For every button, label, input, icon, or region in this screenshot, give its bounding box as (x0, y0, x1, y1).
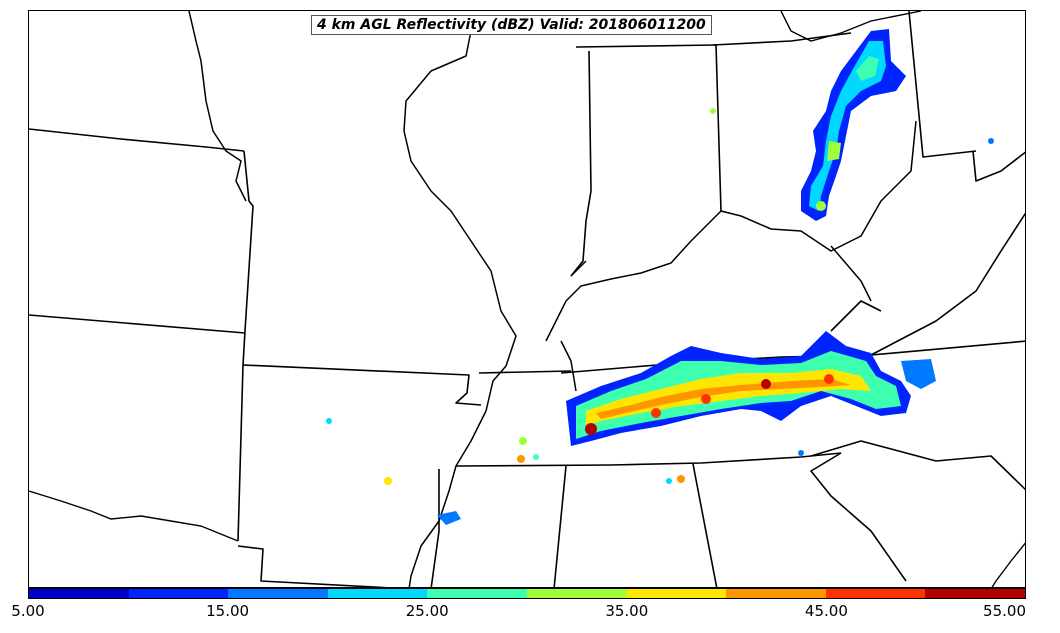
ohio-band-core (856, 56, 879, 81)
map-frame (28, 10, 1026, 588)
wabash-river (570, 260, 587, 277)
map-canvas (29, 11, 1025, 587)
border-wv-pa (972, 150, 1025, 182)
cell-ar-2 (326, 418, 332, 424)
tennessee-storm-line (566, 331, 936, 446)
illinois-river (403, 18, 590, 132)
cell-ga-1 (798, 450, 804, 456)
coastline (29, 11, 1025, 587)
cell-ms-1 (519, 437, 527, 445)
precipitation (326, 29, 994, 525)
tennessee-river (560, 340, 577, 392)
cell-ms-3 (533, 454, 539, 460)
cell-in-1 (710, 108, 716, 114)
kentucky-border-ohio (830, 245, 872, 302)
colorbar-segment (526, 589, 627, 598)
border-indiana-michigan (575, 44, 717, 48)
border-tennessee-south (455, 452, 842, 467)
cell-ar-1 (384, 477, 392, 485)
border-alabama-georgia (692, 463, 718, 587)
colorbar-tick-label: 15.00 (206, 602, 250, 620)
ohio-band-core2 (827, 141, 841, 161)
border-oklahoma-arkansas (237, 364, 244, 542)
border-missouri-west (242, 150, 254, 366)
tn-cell-red-3 (701, 394, 711, 404)
cell-ms-2 (517, 455, 525, 463)
colorbar-tick-label: 5.00 (11, 602, 45, 620)
border-indiana-ohio (715, 44, 722, 212)
mississippi-river (188, 11, 247, 202)
tn-cell-red-5 (824, 374, 834, 384)
colorbar-segment (427, 589, 527, 598)
border-arkansas-mississippi (430, 469, 440, 587)
cell-al-2 (666, 478, 672, 484)
colorbar-segment (626, 589, 727, 598)
colorbar-tick-label: 55.00 (983, 602, 1026, 620)
border-kentucky-virginia (830, 300, 882, 332)
lake-michigan (780, 11, 922, 42)
ohio-river (545, 120, 917, 342)
texas-red-river (29, 490, 239, 542)
ohio-storm-band (801, 29, 906, 221)
colorbar-segment (726, 589, 826, 598)
cell-al-1 (677, 475, 685, 483)
border-illinois-indiana (570, 50, 592, 277)
tn-cell-red-2 (651, 408, 661, 418)
ohio-band-core3 (816, 201, 826, 211)
colorbar-segment (327, 589, 428, 598)
nc-cluster (901, 359, 936, 389)
border-georgia-carolina (810, 452, 907, 582)
mississippi-river-lower (403, 130, 517, 587)
border-missouri-arkansas (242, 364, 482, 406)
map-title: 4 km AGL Reflectivity (dBZ) Valid: 20180… (311, 15, 712, 35)
border-ohio-pennsylvania (908, 11, 977, 158)
tn-cell-red-1 (585, 423, 597, 435)
state-borders (29, 11, 1025, 587)
colorbar-tick-label: 35.00 (605, 602, 649, 620)
tn-line-orange (596, 379, 851, 419)
colorbar-segment (825, 589, 926, 598)
colorbar-segment (128, 589, 229, 598)
scattered-cells (326, 108, 994, 525)
border-mississippi-alabama (553, 465, 567, 587)
colorbar-segment (29, 589, 129, 598)
colorbar-segment (228, 589, 328, 598)
border-virginia-wv (870, 212, 1025, 356)
atlantic-coast (991, 542, 1025, 587)
border-arkansas-louisiana (237, 545, 389, 587)
cell-pa-1 (988, 138, 994, 144)
border-nc-sc (810, 440, 1025, 491)
rivers (188, 11, 917, 587)
colorbar (28, 588, 1026, 599)
cell-la-1 (437, 511, 461, 525)
colorbar-tick-label: 25.00 (405, 602, 449, 620)
ohio-band-mid (809, 41, 886, 211)
tn-cell-red-4 (761, 379, 771, 389)
colorbar-tick-label: 45.00 (804, 602, 848, 620)
colorbar-segment (925, 589, 1025, 598)
border-iowa-missouri (29, 128, 245, 152)
border-tennessee-kentucky-west (478, 370, 572, 374)
border-tennessee-north (560, 340, 1025, 374)
border-kansas-oklahoma (29, 314, 246, 334)
border-michigan-north (712, 32, 852, 46)
